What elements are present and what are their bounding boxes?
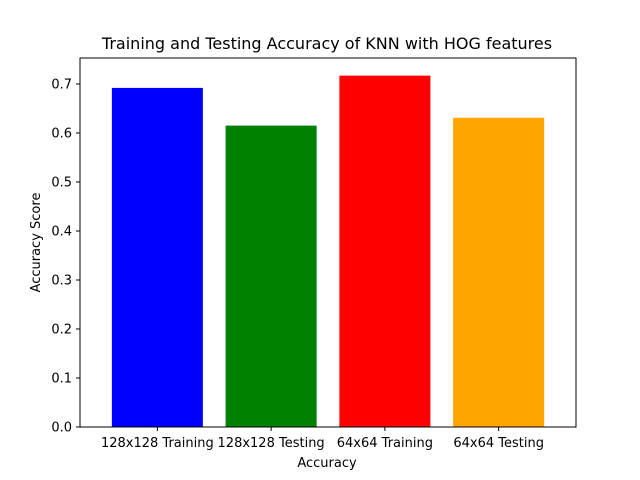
y-tick-label: 0.4 <box>51 224 72 239</box>
y-tick-label: 0.1 <box>51 371 72 386</box>
x-tick-label: 128x128 Training <box>101 436 214 451</box>
bar-128x128-training <box>111 87 203 428</box>
y-tick-label: 0.5 <box>51 175 72 190</box>
x-tick-label: 128x128 Testing <box>218 436 325 451</box>
chart-title: Training and Testing Accuracy of KNN wit… <box>101 34 552 53</box>
y-axis: 0.0 0.1 0.2 0.3 0.4 0.5 0.6 0.7 <box>51 77 80 436</box>
y-tick-label: 0.0 <box>51 421 72 436</box>
bar-64x64-training <box>339 75 431 428</box>
y-tick-label: 0.6 <box>51 126 72 141</box>
x-axis: 128x128 Training 128x128 Testing 64x64 Tra… <box>101 427 544 451</box>
x-tick-label: 64x64 Training <box>337 436 433 451</box>
plot-frame <box>79 57 577 428</box>
bar-128x128-testing <box>225 125 317 428</box>
bar-64x64-testing <box>453 117 545 428</box>
y-tick-label: 0.3 <box>51 273 72 288</box>
y-tick-label: 0.7 <box>51 77 72 92</box>
bars-group <box>111 75 545 428</box>
y-tick-label: 0.2 <box>51 322 72 337</box>
y-axis-label: Accuracy Score <box>29 193 44 293</box>
x-tick-label: 64x64 Testing <box>453 436 544 451</box>
x-axis-label: Accuracy <box>297 456 357 471</box>
